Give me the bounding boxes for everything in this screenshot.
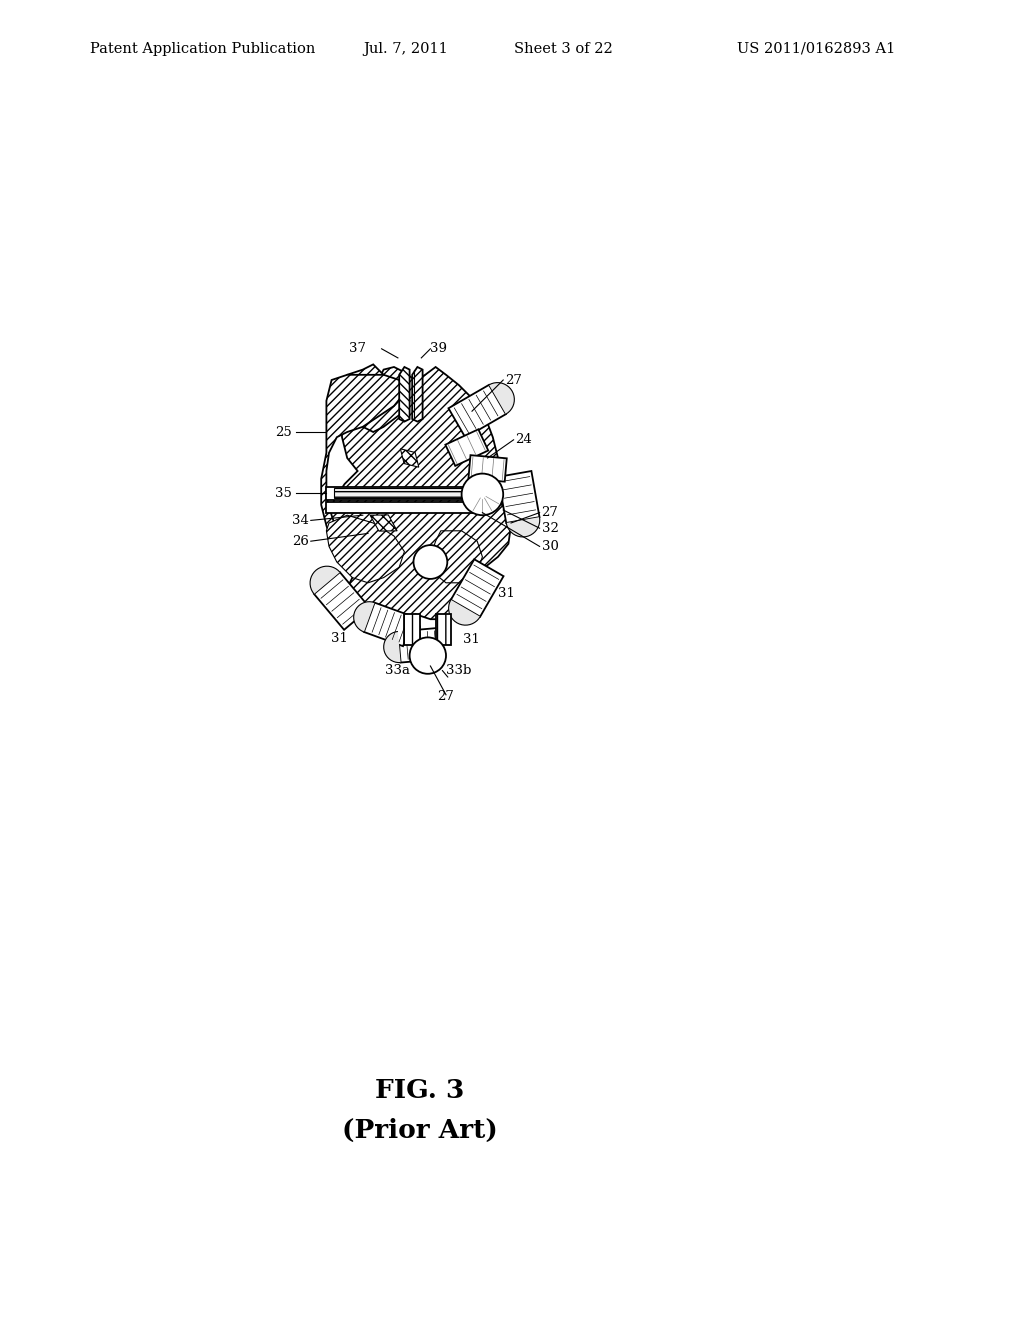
Text: 39: 39	[430, 342, 447, 355]
Text: 27: 27	[542, 506, 558, 519]
Circle shape	[420, 552, 430, 562]
Circle shape	[470, 482, 482, 495]
Polygon shape	[384, 631, 400, 663]
Text: 31: 31	[464, 632, 480, 645]
Polygon shape	[399, 367, 410, 421]
Text: 25: 25	[274, 425, 292, 438]
Polygon shape	[329, 367, 511, 648]
Polygon shape	[449, 599, 480, 626]
Text: US 2011/0162893 A1: US 2011/0162893 A1	[737, 42, 896, 55]
Polygon shape	[310, 566, 340, 594]
Circle shape	[414, 545, 447, 579]
Text: 33b: 33b	[445, 664, 471, 677]
Text: Patent Application Publication: Patent Application Publication	[90, 42, 315, 55]
Text: 31: 31	[498, 586, 515, 599]
Text: 35: 35	[274, 487, 292, 499]
Polygon shape	[327, 487, 482, 499]
Polygon shape	[398, 628, 442, 663]
Text: Jul. 7, 2011: Jul. 7, 2011	[364, 42, 449, 55]
Polygon shape	[327, 515, 404, 583]
Text: 27: 27	[437, 690, 455, 704]
Text: 27: 27	[505, 374, 522, 387]
Polygon shape	[451, 560, 504, 616]
Polygon shape	[342, 364, 410, 432]
Text: 37: 37	[348, 342, 366, 355]
Text: 24: 24	[516, 433, 532, 446]
Polygon shape	[468, 455, 507, 482]
Text: (Prior Art): (Prior Art)	[342, 1118, 498, 1143]
Circle shape	[410, 638, 446, 673]
Text: 26: 26	[292, 535, 309, 548]
Polygon shape	[404, 614, 420, 645]
Polygon shape	[445, 429, 488, 466]
Polygon shape	[400, 449, 419, 467]
Text: 31: 31	[331, 632, 347, 645]
Polygon shape	[364, 603, 414, 647]
Text: 33a: 33a	[385, 664, 410, 677]
Polygon shape	[498, 471, 540, 523]
Polygon shape	[430, 531, 482, 583]
Polygon shape	[322, 375, 404, 541]
Polygon shape	[489, 383, 514, 414]
Polygon shape	[435, 614, 452, 645]
Polygon shape	[314, 572, 370, 630]
Polygon shape	[334, 488, 477, 498]
Polygon shape	[449, 385, 506, 437]
Text: FIG. 3: FIG. 3	[376, 1077, 465, 1102]
Polygon shape	[353, 602, 375, 632]
Polygon shape	[413, 367, 423, 421]
Text: 34: 34	[292, 513, 309, 527]
Polygon shape	[506, 517, 540, 537]
Text: 30: 30	[542, 540, 558, 553]
Circle shape	[462, 474, 503, 515]
Polygon shape	[327, 502, 482, 512]
Polygon shape	[370, 515, 397, 531]
Text: Sheet 3 of 22: Sheet 3 of 22	[514, 42, 612, 55]
Text: 32: 32	[542, 521, 558, 535]
